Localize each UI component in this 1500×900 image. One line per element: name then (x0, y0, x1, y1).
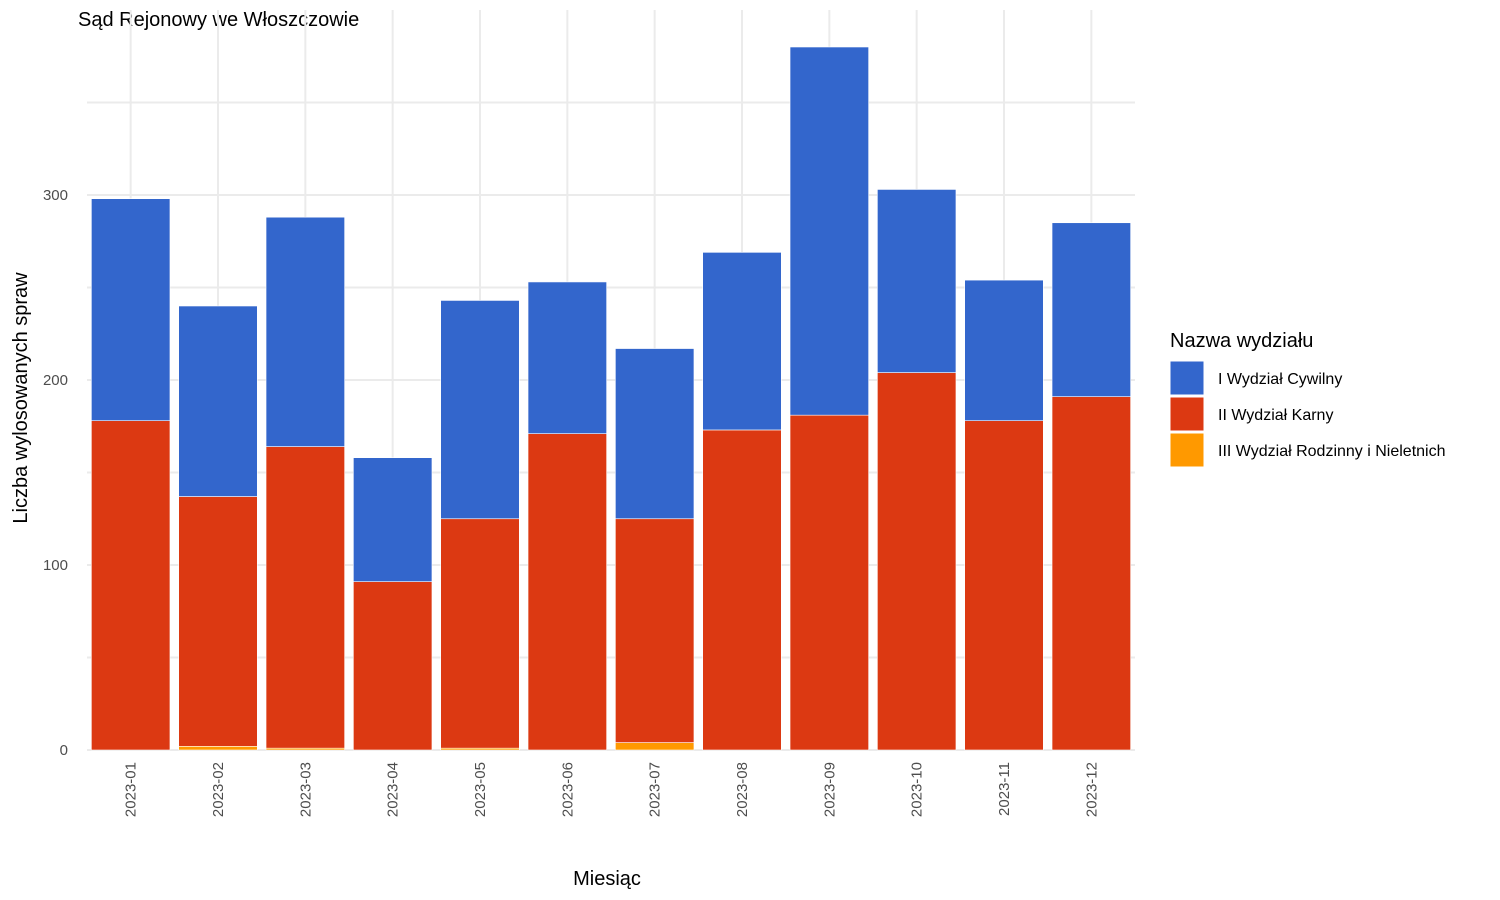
legend-swatch (1169, 360, 1205, 396)
legend-swatch (1169, 432, 1205, 468)
bar-segment (615, 518, 695, 743)
x-tick-label: 2023-03 (297, 762, 314, 817)
bar-segment (353, 581, 433, 751)
x-tick-label: 2023-06 (559, 762, 576, 817)
legend-label: II Wydział Karny (1218, 407, 1333, 424)
bar-segment (964, 279, 1044, 422)
bar-segment (178, 745, 258, 751)
bar-segment (877, 189, 957, 373)
bar-segment (265, 216, 345, 447)
x-tick-label: 2023-09 (821, 762, 838, 817)
bar-segment (178, 305, 258, 497)
x-tick-label: 2023-05 (472, 762, 489, 817)
x-tick-label: 2023-11 (996, 762, 1013, 816)
legend-label: III Wydział Rodzinny i Nieletnich (1218, 443, 1446, 460)
y-tick-labels: 0 100 200 300 (43, 187, 68, 759)
y-tick-label: 100 (43, 557, 68, 574)
x-tick-label: 2023-04 (385, 762, 402, 817)
bar-segment (615, 348, 695, 520)
bar-segment (1051, 396, 1131, 751)
bar-segment (964, 420, 1044, 751)
legend-items: I Wydział Cywilny II Wydział Karny III Wyd… (1169, 360, 1446, 468)
bar-segment (265, 446, 345, 749)
x-axis-title: Miesiąc (573, 868, 641, 890)
y-tick-label: 0 (60, 742, 68, 759)
bar-segment (1051, 222, 1131, 397)
bar-segment (877, 372, 957, 751)
bar-segment (527, 281, 607, 434)
legend-swatch (1169, 396, 1205, 432)
bar-segment (178, 496, 258, 747)
x-tick-label: 2023-02 (210, 762, 227, 817)
legend-label: I Wydział Cywilny (1218, 371, 1342, 388)
bar-segment (91, 198, 171, 421)
x-tick-label: 2023-08 (734, 762, 751, 817)
bar-segment (440, 518, 520, 749)
bar-segment (789, 414, 869, 751)
bars (91, 46, 1131, 751)
bar-segment (353, 457, 433, 582)
x-tick-label: 2023-01 (123, 762, 140, 817)
y-axis-title: Liczba wylosowanych spraw (10, 272, 32, 524)
x-tick-label: 2023-10 (909, 762, 926, 817)
bar-segment (789, 46, 869, 416)
bar-segment (91, 420, 171, 751)
x-tick-label: 2023-07 (647, 762, 664, 817)
x-tick-labels: 2023-01 2023-02 2023-03 2023-04 2023-05 2023-… (123, 762, 1101, 817)
bar-segment (702, 252, 782, 431)
legend: Nazwa wydziału I Wydział Cywilny II Wydzi… (1169, 330, 1446, 468)
y-tick-label: 200 (43, 372, 68, 389)
bar-segment (440, 300, 520, 520)
y-tick-label: 300 (43, 187, 68, 204)
bar-segment (702, 429, 782, 751)
x-tick-label: 2023-12 (1083, 762, 1100, 817)
legend-title: Nazwa wydziału (1170, 330, 1313, 352)
bar-segment (527, 433, 607, 751)
bar-segment (615, 742, 695, 751)
